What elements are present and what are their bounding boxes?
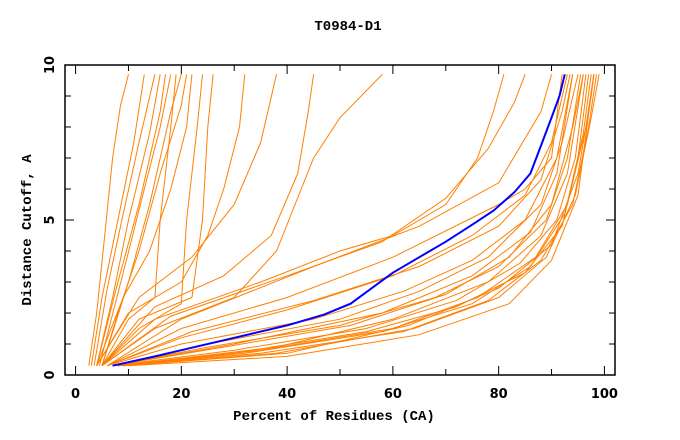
x-tick-label: 20 bbox=[172, 387, 190, 402]
model-curve-15 bbox=[101, 73, 383, 367]
y-tick-label: 10 bbox=[43, 56, 58, 74]
axes: 0 20 40 60 80 100 0 5 10 bbox=[43, 56, 618, 402]
model-curve-23 bbox=[112, 74, 582, 367]
model-curve-13 bbox=[96, 74, 277, 366]
model-curve-18 bbox=[107, 74, 552, 367]
model-curve-0 bbox=[88, 74, 129, 366]
model-curve-11 bbox=[101, 74, 214, 367]
model-curve-25 bbox=[112, 74, 587, 367]
model-curve-21 bbox=[107, 74, 574, 367]
model-curve-20 bbox=[107, 74, 568, 367]
model-curve-16 bbox=[101, 74, 505, 367]
chart-title: T0984-D1 bbox=[314, 19, 381, 35]
model-curve-22 bbox=[112, 74, 579, 367]
x-tick-label: 60 bbox=[384, 387, 402, 402]
model-curve-4 bbox=[96, 74, 166, 366]
model-curve-9 bbox=[101, 74, 177, 366]
model-curve-1 bbox=[90, 74, 145, 366]
model-curve-35 bbox=[107, 74, 571, 367]
model-curve-27 bbox=[117, 74, 592, 367]
model-curve-3 bbox=[96, 74, 161, 366]
model-curve-29 bbox=[117, 74, 597, 367]
model-curve-10 bbox=[101, 74, 203, 367]
model-curve-32 bbox=[117, 74, 584, 367]
x-tick-label: 100 bbox=[591, 387, 618, 402]
model-curve-12 bbox=[96, 74, 246, 366]
model-curve-19 bbox=[107, 74, 563, 367]
model-curve-30 bbox=[123, 74, 600, 367]
y-tick-label: 5 bbox=[43, 215, 58, 224]
model-curve-7 bbox=[101, 74, 188, 366]
x-tick-label: 80 bbox=[490, 387, 508, 402]
model-curve-33 bbox=[112, 74, 574, 367]
highlight-curve bbox=[112, 74, 566, 367]
model-curve-31 bbox=[123, 74, 595, 367]
x-tick-label: 40 bbox=[278, 387, 296, 402]
model-curve-5 bbox=[98, 74, 172, 366]
y-axis-label: Distance Cutoff, A bbox=[20, 154, 36, 306]
model-curve-28 bbox=[117, 74, 595, 367]
curves bbox=[88, 73, 600, 367]
model-curve-2 bbox=[93, 74, 156, 366]
model-curve-24 bbox=[112, 74, 584, 367]
model-curve-34 bbox=[128, 74, 595, 367]
y-tick-label: 0 bbox=[43, 370, 58, 379]
model-curve-14 bbox=[101, 74, 315, 367]
x-axis-label: Percent of Residues (CA) bbox=[233, 409, 435, 425]
model-curve-17 bbox=[101, 74, 526, 367]
x-tick-label: 0 bbox=[71, 387, 80, 402]
model-curve-6 bbox=[101, 74, 182, 366]
